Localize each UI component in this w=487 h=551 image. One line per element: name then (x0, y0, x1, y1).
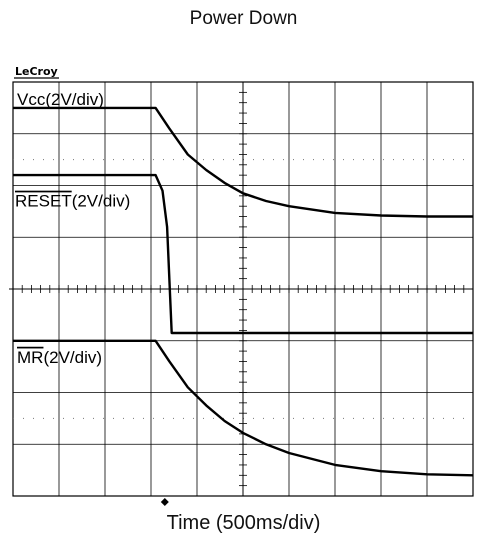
trace-2 (13, 173, 473, 335)
channel-label-2: RESET(2V/div) (15, 192, 130, 211)
trace-1 (13, 106, 473, 218)
channel-label-1: Vcc(2V/div) (17, 90, 104, 109)
trigger-marker (160, 498, 169, 506)
x-axis-label: Time (500ms/div) (166, 512, 321, 534)
trace-3 (13, 339, 474, 477)
channel-label-3: MR(2V/div) (17, 348, 102, 367)
chart-title: Power Down (189, 8, 298, 29)
brand-logo: LeCroy (15, 65, 58, 78)
